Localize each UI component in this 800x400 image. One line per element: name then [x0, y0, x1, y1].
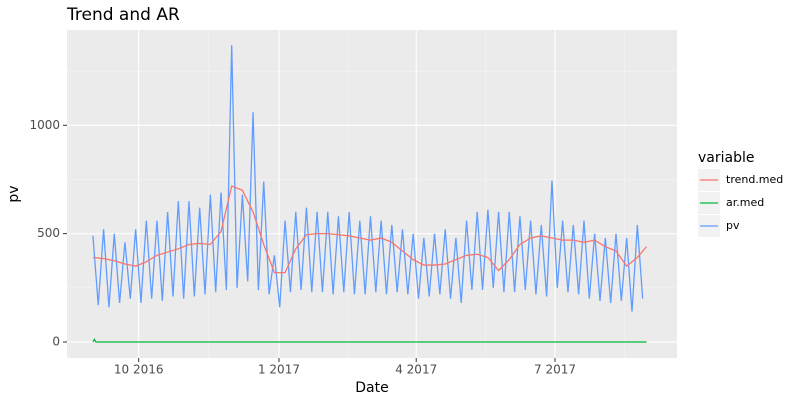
legend-label: pv [726, 219, 740, 232]
x-tick-label: 4 2017 [395, 363, 437, 377]
panel [67, 30, 677, 358]
legend-title: variable [698, 150, 754, 166]
y-axis-title: pv [6, 185, 22, 202]
legend-label: ar.med [726, 196, 764, 209]
chart-title: Trend and AR [66, 5, 180, 25]
legend-label: trend.med [726, 173, 783, 186]
x-tick-label: 7 2017 [534, 363, 576, 377]
line-pv [92, 45, 644, 312]
y-tick-label: 500 [37, 226, 60, 240]
line-ar-med [92, 338, 647, 343]
y-tick-label: 0 [52, 334, 60, 348]
x-axis-title: Date [355, 380, 388, 396]
line-trend-med [92, 185, 647, 274]
x-tick-label: 1 2017 [258, 363, 300, 377]
x-tick-label: 10 2016 [114, 363, 164, 377]
y-tick-label: 1000 [29, 118, 60, 132]
